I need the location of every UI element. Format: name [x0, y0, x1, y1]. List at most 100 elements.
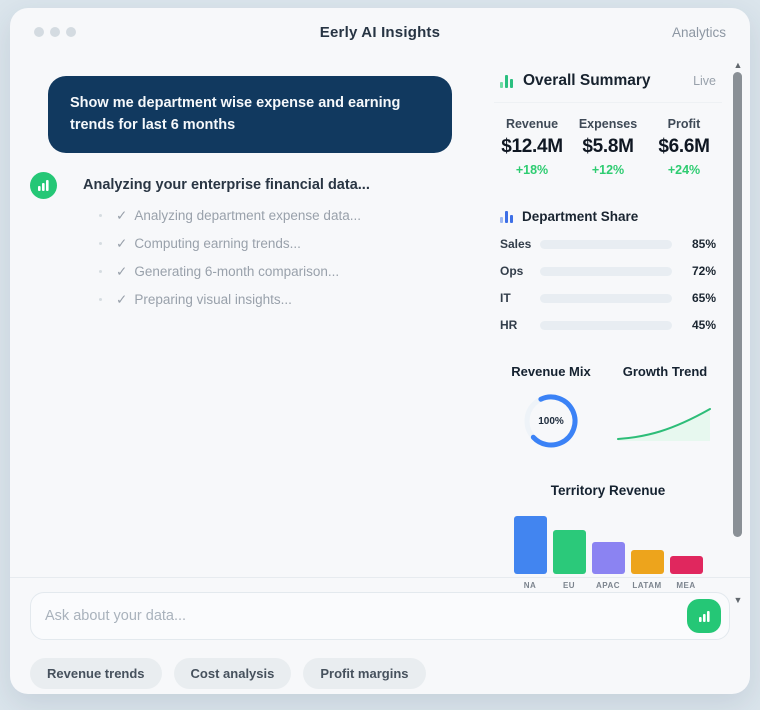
territory-revenue-card: Territory Revenue NA EU APAC LATAM MEA	[494, 483, 722, 590]
panel-header: Overall Summary Live	[494, 72, 722, 103]
send-button[interactable]	[687, 599, 721, 633]
bar-label: MEA	[676, 581, 696, 590]
donut-chart	[524, 394, 578, 448]
chip-profit-margins[interactable]: Profit margins	[303, 658, 426, 689]
window-dot-2[interactable]	[50, 27, 60, 37]
revenue-mix-chart: 100%	[494, 389, 608, 453]
stat-label: Profit	[667, 117, 701, 131]
revenue-mix-title: Revenue Mix	[511, 364, 591, 379]
department-label: Ops	[500, 264, 524, 278]
bar-chart-icon	[38, 179, 49, 191]
stats-row: Revenue $12.4M +18% Expenses $5.8M +12% …	[494, 117, 722, 177]
stat-expenses: Expenses $5.8M +12%	[570, 117, 646, 177]
stat-revenue: Revenue $12.4M +18%	[494, 117, 570, 177]
stat-delta: +12%	[591, 163, 625, 177]
bullet-dot-icon	[99, 242, 102, 246]
department-row-sales: Sales 85%	[500, 237, 716, 251]
message-input[interactable]	[45, 608, 687, 624]
scroll-down-icon[interactable]: ▼	[733, 595, 743, 605]
stat-delta: +18%	[515, 163, 549, 177]
suggestion-chips: Revenue trends Cost analysis Profit marg…	[30, 658, 730, 689]
progress-track	[540, 266, 672, 276]
stat-profit: Profit $6.6M +24%	[646, 117, 722, 177]
territory-title: Territory Revenue	[550, 483, 666, 498]
chat-area: Show me department wise expense and earn…	[10, 56, 490, 577]
bar-label: NA	[523, 581, 537, 590]
scroll-up-icon[interactable]: ▲	[733, 60, 743, 70]
composer: Revenue trends Cost analysis Profit marg…	[10, 577, 750, 689]
message-input-box	[30, 592, 730, 640]
department-pct: 45%	[691, 318, 716, 332]
title-bar: Eerly AI Insights Analytics	[10, 8, 750, 56]
bullet-dot-icon	[99, 298, 102, 302]
ai-avatar	[30, 171, 57, 199]
window-dot-3[interactable]	[66, 27, 76, 37]
live-badge: Live	[693, 74, 716, 88]
user-message-bubble: Show me department wise expense and earn…	[48, 76, 452, 153]
check-icon: ✓	[116, 207, 128, 223]
stat-label: Expenses	[578, 117, 638, 131]
analysis-step: ✓ Analyzing department expense data...	[83, 208, 370, 224]
window-controls	[34, 27, 76, 37]
progress-track	[540, 293, 672, 303]
donut-center-label: 100%	[538, 415, 564, 427]
bar-apac	[591, 542, 625, 574]
summary-bars-icon	[500, 74, 513, 88]
department-label: Sales	[500, 237, 532, 251]
department-row-hr: HR 45%	[500, 318, 716, 332]
bullet-dot-icon	[99, 270, 102, 274]
mini-charts-row: Revenue Mix 100% Growth Trend	[494, 364, 722, 453]
scrollbar: ▲ ▼	[728, 56, 750, 605]
department-share-header: Department Share	[500, 209, 716, 224]
department-pct: 85%	[691, 237, 716, 251]
progress-track	[540, 239, 672, 249]
main-content: Show me department wise expense and earn…	[10, 56, 750, 605]
analysis-steps: ✓ Analyzing department expense data... ✓…	[83, 208, 370, 308]
department-row-ops: Ops 72%	[500, 264, 716, 278]
stat-delta: +24%	[667, 163, 701, 177]
step-label: Preparing visual insights...	[134, 292, 292, 308]
department-pct: 72%	[691, 264, 716, 278]
department-label: HR	[500, 318, 518, 332]
growth-trend-title: Growth Trend	[622, 364, 708, 379]
app-title: Eerly AI Insights	[319, 23, 441, 41]
ai-heading: Analyzing your enterprise financial data…	[83, 176, 370, 193]
app-window: Eerly AI Insights Analytics Show me depa…	[10, 8, 750, 694]
bar-latam	[630, 549, 664, 574]
bullet-dot-icon	[99, 214, 102, 218]
department-share-title: Department Share	[522, 209, 639, 224]
stat-value: $5.8M	[582, 136, 634, 157]
territory-bar-chart	[494, 512, 722, 574]
trend-line-chart	[617, 408, 711, 441]
department-pct: 65%	[691, 291, 716, 305]
step-label: Computing earning trends...	[134, 236, 301, 252]
chip-cost-analysis[interactable]: Cost analysis	[173, 658, 292, 689]
bar-mea	[669, 556, 703, 574]
check-icon: ✓	[116, 235, 128, 251]
bar-label: EU	[562, 581, 576, 590]
ai-message: Analyzing your enterprise financial data…	[30, 171, 490, 320]
analytics-panel: Overall Summary Live Revenue $12.4M +18%…	[490, 56, 728, 590]
stat-value: $6.6M	[658, 136, 710, 157]
scrollbar-thumb[interactable]	[733, 72, 742, 537]
growth-trend-chart	[608, 401, 722, 445]
analysis-step: ✓ Computing earning trends...	[83, 236, 370, 252]
check-icon: ✓	[116, 291, 128, 307]
bar-label: LATAM	[632, 581, 662, 590]
window-dot-1[interactable]	[34, 27, 44, 37]
stat-label: Revenue	[505, 117, 559, 131]
revenue-mix-card: Revenue Mix 100%	[494, 364, 608, 453]
step-label: Generating 6-month comparison...	[134, 264, 340, 280]
bar-chart-icon	[698, 610, 710, 622]
department-share-card: Department Share Sales 85% Ops 72%	[494, 209, 722, 332]
nav-analytics[interactable]: Analytics	[671, 24, 726, 40]
bar-label: APAC	[595, 581, 621, 590]
stat-value: $12.4M	[501, 136, 563, 157]
chip-revenue-trends[interactable]: Revenue trends	[30, 658, 162, 689]
check-icon: ✓	[116, 263, 128, 279]
ai-message-body: Analyzing your enterprise financial data…	[83, 172, 370, 320]
department-label: IT	[500, 291, 511, 305]
analysis-step: ✓ Preparing visual insights...	[83, 292, 370, 308]
department-bars-icon	[500, 210, 513, 223]
panel-title: Overall Summary	[523, 72, 651, 89]
